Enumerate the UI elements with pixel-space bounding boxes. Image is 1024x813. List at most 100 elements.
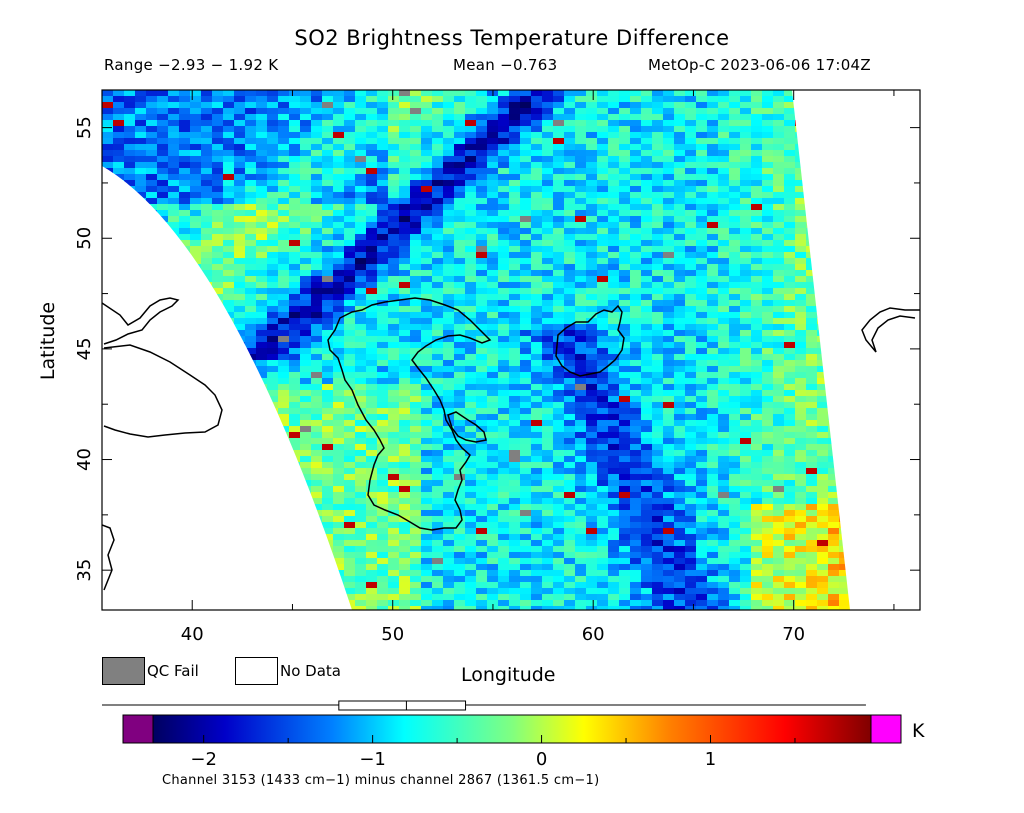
swath-pixel [839,228,850,234]
swath-pixel [850,342,861,348]
swath-pixel [190,426,201,432]
swath-pixel [553,90,564,96]
swath-pixel [179,270,190,276]
swath-pixel [696,420,707,426]
swath-pixel [168,450,179,456]
swath-pixel [135,390,146,396]
swath-pixel [223,198,234,204]
swath-pixel [146,198,157,204]
swath-pixel [179,288,190,294]
swath-pixel [696,318,707,324]
swath-pixel [839,300,850,306]
swath-pixel [520,204,531,210]
swath-pixel [729,306,740,312]
swath-pixel [839,324,850,330]
swath-pixel [201,222,212,228]
swath-pixel [454,138,465,144]
swath-pixel [399,372,410,378]
swath-pixel [311,474,322,480]
swath-pixel [751,258,762,264]
swath-pixel [608,162,619,168]
swath-pixel [542,144,553,150]
swath-pixel [168,468,179,474]
swath-pixel [509,498,520,504]
swath-pixel [740,456,751,462]
swath-pixel [190,102,201,108]
swath-pixel [740,138,751,144]
swath-pixel [575,174,586,180]
swath-pixel [113,366,124,372]
swath-pixel [762,516,773,522]
swath-pixel [410,516,421,522]
swath-pixel [366,156,377,162]
swath-pixel [553,480,564,486]
swath-pixel [146,450,157,456]
swath-pixel [652,336,663,342]
swath-pixel [586,462,597,468]
swath-pixel [256,132,267,138]
swath-pixel [630,504,641,510]
swath-pixel [410,138,421,144]
swath-pixel [135,396,146,402]
swath-pixel [718,486,729,492]
swath-pixel [256,288,267,294]
swath-pixel [564,252,575,258]
swath-pixel [388,366,399,372]
swath-pixel [564,174,575,180]
swath-pixel [817,516,828,522]
swath-pixel [399,426,410,432]
swath-pixel [245,396,256,402]
swath-pixel [168,156,179,162]
swath-pixel [608,186,619,192]
swath-pixel [553,192,564,198]
swath-pixel [696,342,707,348]
swath-pixel [465,210,476,216]
swath-pixel [300,246,311,252]
swath-pixel [839,480,850,486]
swath-pixel [113,90,124,96]
swath-pixel [828,216,839,222]
swath-pixel [685,288,696,294]
swath-pixel [421,150,432,156]
swath-pixel [839,348,850,354]
swath-pixel [201,336,212,342]
swath-pixel [762,192,773,198]
swath-pixel [509,516,520,522]
swath-pixel [630,204,641,210]
swath-pixel [520,468,531,474]
swath-pixel [421,372,432,378]
swath-pixel [575,330,586,336]
swath-pixel [157,342,168,348]
swath-pixel [762,462,773,468]
swath-pixel [564,108,575,114]
swath-pixel [608,366,619,372]
swath-pixel [509,504,520,510]
swath-pixel [652,456,663,462]
swath-pixel [300,492,311,498]
swath-pixel [806,180,817,186]
swath-pixel [234,408,245,414]
swath-pixel [751,324,762,330]
swath-pixel [399,276,410,282]
swath-pixel [454,432,465,438]
swath-pixel [674,492,685,498]
swath-pixel [212,144,223,150]
swath-pixel [344,276,355,282]
swath-pixel [564,486,575,492]
swath-pixel [366,246,377,252]
swath-pixel [344,138,355,144]
swath-pixel [124,222,135,228]
swath-pixel [597,396,608,402]
swath-pixel [773,240,784,246]
swath-pixel [223,378,234,384]
swath-pixel [487,282,498,288]
swath-pixel [498,138,509,144]
swath-pixel [388,432,399,438]
swath-pixel [718,264,729,270]
swath-pixel [795,384,806,390]
swath-pixel [564,228,575,234]
swath-pixel [828,516,839,522]
swath-pixel [586,432,597,438]
swath-pixel [531,414,542,420]
swath-pixel [278,126,289,132]
